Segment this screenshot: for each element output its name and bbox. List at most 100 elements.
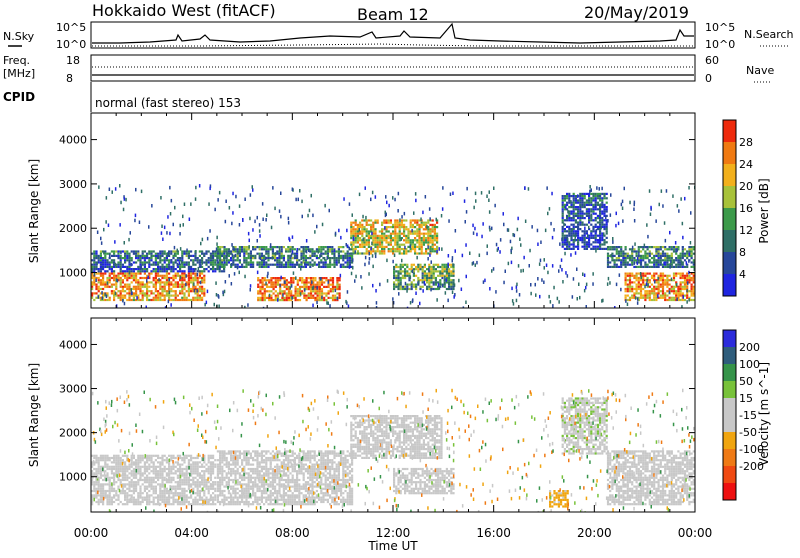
heatmap-cell	[124, 492, 126, 494]
heatmap-cell	[595, 239, 597, 241]
heatmap-cell	[183, 483, 185, 485]
heatmap-cell	[662, 273, 664, 275]
heatmap-cell	[281, 253, 283, 255]
heatmap-cell	[186, 490, 188, 492]
heatmap-cell	[221, 259, 223, 261]
heatmap-cell	[148, 266, 150, 268]
heatmap-cell	[107, 281, 109, 285]
heatmap-cell	[347, 255, 349, 257]
heatmap-cell	[155, 255, 157, 257]
heatmap-cell	[564, 219, 566, 221]
heatmap-cell	[284, 292, 286, 294]
heatmap-cell	[368, 239, 370, 241]
heatmap-cell	[396, 237, 398, 239]
heatmap-cell	[223, 248, 225, 250]
heatmap-cell	[183, 494, 185, 496]
heatmap-cell	[188, 455, 190, 457]
heatmap-cell	[369, 252, 371, 256]
heatmap-cell	[148, 257, 150, 259]
heatmap-cell	[450, 286, 452, 288]
heatmap-cell	[491, 227, 493, 231]
heatmap-cell	[363, 228, 365, 230]
heatmap-cell	[131, 472, 133, 474]
heatmap-cell	[417, 270, 419, 272]
heatmap-cell	[455, 229, 457, 233]
heatmap-cell	[274, 257, 276, 259]
heatmap-cell	[95, 268, 97, 270]
heatmap-cell	[288, 295, 290, 297]
heatmap-cell	[426, 225, 428, 229]
heatmap-cell	[681, 262, 683, 266]
heatmap-cell	[106, 501, 108, 503]
heatmap-cell	[203, 268, 205, 270]
heatmap-cell	[201, 477, 203, 479]
heatmap-cell	[562, 204, 564, 206]
heatmap-cell	[250, 284, 252, 288]
heatmap-cell	[368, 235, 370, 237]
heatmap-cell	[177, 249, 179, 253]
heatmap-cell	[622, 264, 624, 266]
heatmap-cell	[519, 238, 521, 242]
heatmap-cell	[606, 232, 608, 234]
heatmap-cell	[441, 273, 443, 275]
heatmap-cell	[650, 213, 652, 217]
heatmap-cell	[571, 228, 573, 232]
heatmap-cell	[573, 226, 575, 228]
heatmap-cell	[102, 486, 104, 488]
heatmap-cell	[601, 221, 603, 223]
heatmap-cell	[403, 226, 405, 228]
heatmap-cell	[288, 292, 290, 294]
heatmap-cell	[207, 237, 209, 241]
heatmap-cell	[124, 275, 126, 277]
heatmap-cell	[577, 217, 579, 219]
heatmap-cell	[340, 257, 342, 259]
heatmap-cell	[109, 281, 111, 283]
heatmap-cell	[379, 235, 381, 237]
heatmap-cell	[93, 279, 95, 281]
heatmap-cell	[595, 237, 597, 239]
heatmap-cell	[275, 277, 277, 279]
heatmap-cell	[415, 288, 417, 290]
heatmap-cell	[237, 257, 239, 259]
heatmap-cell	[581, 195, 583, 197]
cpid-label: CPID	[3, 90, 35, 104]
heatmap-cell	[347, 261, 349, 263]
heatmap-cell	[172, 477, 174, 479]
heatmap-cell	[432, 250, 434, 252]
heatmap-cell	[397, 275, 399, 277]
heatmap-cell	[620, 250, 622, 252]
heatmap-cell	[208, 202, 210, 206]
heatmap-cell	[133, 292, 135, 294]
heatmap-cell	[334, 297, 336, 299]
heatmap-cell	[427, 219, 429, 221]
heatmap-cell	[250, 261, 252, 263]
heatmap-cell	[111, 286, 113, 288]
heatmap-cell	[651, 246, 653, 248]
heatmap-cell	[414, 252, 416, 254]
heatmap-cell	[192, 499, 194, 501]
heatmap-cell	[146, 255, 148, 257]
heatmap-cell	[102, 284, 104, 286]
heatmap-cell	[270, 257, 272, 259]
heatmap-cell	[137, 479, 139, 481]
heatmap-cell	[597, 226, 599, 228]
heatmap-cell	[413, 286, 415, 288]
heatmap-cell	[259, 261, 261, 263]
heatmap-cell	[677, 255, 679, 257]
heatmap-cell	[570, 224, 572, 226]
heatmap-cell	[625, 257, 627, 259]
heatmap-cell	[150, 264, 152, 266]
heatmap-cell	[484, 279, 486, 283]
heatmap-cell	[424, 275, 426, 277]
heatmap-cell	[394, 233, 396, 235]
heatmap-cell	[549, 207, 551, 211]
heatmap-cell	[415, 268, 417, 270]
heatmap-cell	[293, 271, 295, 275]
heatmap-cell	[245, 257, 247, 259]
heatmap-cell	[330, 277, 332, 279]
heatmap-cell	[514, 234, 516, 238]
heatmap-cell	[122, 279, 124, 281]
heatmap-cell	[574, 238, 576, 242]
heatmap-cell	[426, 273, 428, 275]
heatmap-cell	[673, 286, 675, 288]
